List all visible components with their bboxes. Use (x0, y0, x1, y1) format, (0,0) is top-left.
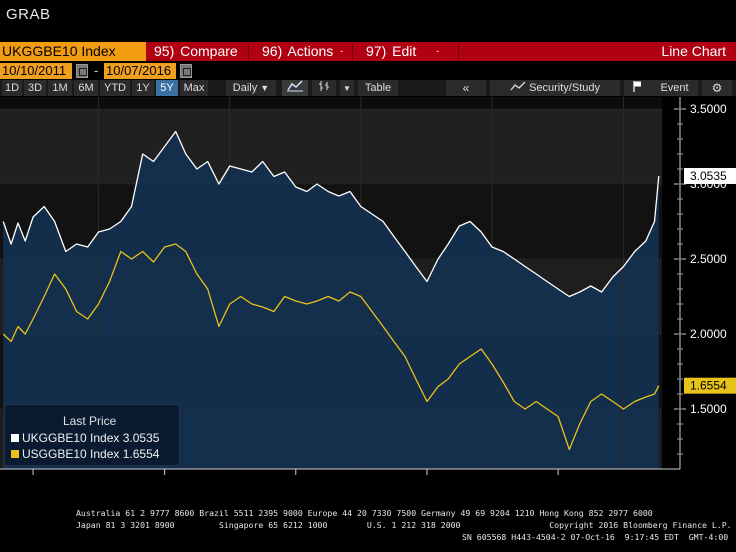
line-chart[interactable]: 1.50002.00002.50003.00003.50003.05351.65… (0, 97, 736, 487)
legend-label: USGGBE10 Index 1.6554 (22, 447, 160, 461)
range-button-ytd[interactable]: YTD (100, 80, 130, 96)
table-button[interactable]: Table (358, 80, 398, 96)
footer-line-3: SN 605568 H443-4504-2 07-Oct-16 9:17:45 … (462, 532, 729, 542)
y-tick-label: 2.5000 (690, 252, 727, 266)
compare-number: 95) (154, 43, 175, 59)
footer-line-1: Australia 61 2 9777 8600 Brazil 5511 239… (76, 508, 653, 518)
divider (248, 44, 249, 59)
last-value-tag-uk (684, 167, 736, 184)
series-line-us (2, 243, 660, 451)
x-tick-label: 2015 (480, 486, 507, 487)
range-button-3d[interactable]: 3D (24, 80, 46, 96)
edit-number: 97) (366, 43, 387, 59)
calendar-icon[interactable] (180, 64, 192, 78)
divider (458, 44, 459, 59)
chart-line-icon (510, 81, 526, 91)
gear-icon[interactable]: ⚙ (702, 80, 732, 96)
chevron-down-icon: ▼ (260, 83, 270, 93)
start-date-field[interactable]: 10/10/2011 (0, 63, 72, 79)
legend-title: Last Price (63, 414, 117, 428)
series-line-uk (2, 130, 660, 298)
legend-swatch (11, 434, 19, 442)
y-tick-label: 2.0000 (690, 327, 727, 341)
background-band (0, 109, 662, 184)
line-style-icon[interactable] (282, 80, 308, 96)
range-button-1m[interactable]: 1M (48, 80, 72, 96)
calendar-icon[interactable] (76, 64, 88, 78)
date-range-dash: - (94, 63, 99, 78)
chevrons-left-icon[interactable]: « (446, 80, 486, 96)
chart-line-icon (287, 80, 303, 92)
end-date-field[interactable]: 10/07/2016 (104, 63, 176, 79)
range-button-5y[interactable]: 5Y (156, 80, 178, 96)
event-label: Event (660, 82, 689, 94)
app-title: GRAB (6, 6, 51, 23)
chevron-down-icon: - (436, 46, 440, 56)
actions-number: 96) (262, 43, 283, 59)
security-ticker[interactable]: UKGGBE10 Index (0, 42, 146, 61)
last-value-tag-us (684, 377, 736, 394)
bar-style-icon[interactable] (312, 80, 336, 96)
range-button-max[interactable]: Max (180, 80, 208, 96)
chart-type-label: Line Chart (661, 43, 726, 59)
background-band (0, 97, 662, 109)
edit-button[interactable]: 97) Edit - (366, 42, 439, 61)
x-tick-label: 2016 (611, 486, 638, 487)
period-label: Daily (232, 82, 258, 94)
legend-item-us: USGGBE10 Index 1.6554 (11, 447, 159, 461)
actions-label: Actions (287, 43, 334, 59)
compare-button[interactable]: 95) Compare (154, 42, 238, 61)
divider (352, 44, 353, 59)
flag-icon (633, 81, 642, 92)
compare-label: Compare (180, 43, 238, 59)
chevron-down-icon[interactable]: ▼ (340, 80, 354, 96)
x-tick-label: 2012 (86, 486, 113, 487)
event-button[interactable]: Event (624, 80, 698, 96)
edit-label: Edit (392, 43, 417, 59)
command-bar (0, 42, 736, 61)
range-button-6m[interactable]: 6M (74, 80, 98, 96)
legend: Last Price UKGGBE10 Index 3.0535 USGGBE1… (4, 404, 180, 466)
last-value-tag-uk-text: 3.0535 (690, 169, 727, 183)
legend-swatch (11, 450, 19, 458)
security-study-button[interactable]: Security/Study (490, 80, 620, 96)
x-tick-label: 2014 (348, 486, 375, 487)
y-tick-label: 1.5000 (690, 402, 727, 416)
actions-button[interactable]: 96) Actions - (262, 42, 343, 61)
range-button-1d[interactable]: 1D (2, 80, 22, 96)
chevron-down-icon: - (340, 46, 344, 56)
uk-area-fill (3, 131, 659, 469)
legend-item-uk: UKGGBE10 Index 3.0535 (11, 431, 159, 445)
y-tick-label: 3.5000 (690, 102, 727, 116)
period-select[interactable]: Daily ▼ (226, 80, 276, 96)
range-button-1y[interactable]: 1Y (132, 80, 154, 96)
x-tick-label: 2013 (217, 486, 244, 487)
footer-line-2: Japan 81 3 3201 8900 Singapore 65 6212 1… (76, 520, 732, 530)
last-value-tag-us-text: 1.6554 (690, 379, 727, 393)
security-study-label: Security/Study (529, 82, 600, 94)
bar-style-glyph (319, 81, 329, 91)
legend-label: UKGGBE10 Index 3.0535 (22, 431, 160, 445)
